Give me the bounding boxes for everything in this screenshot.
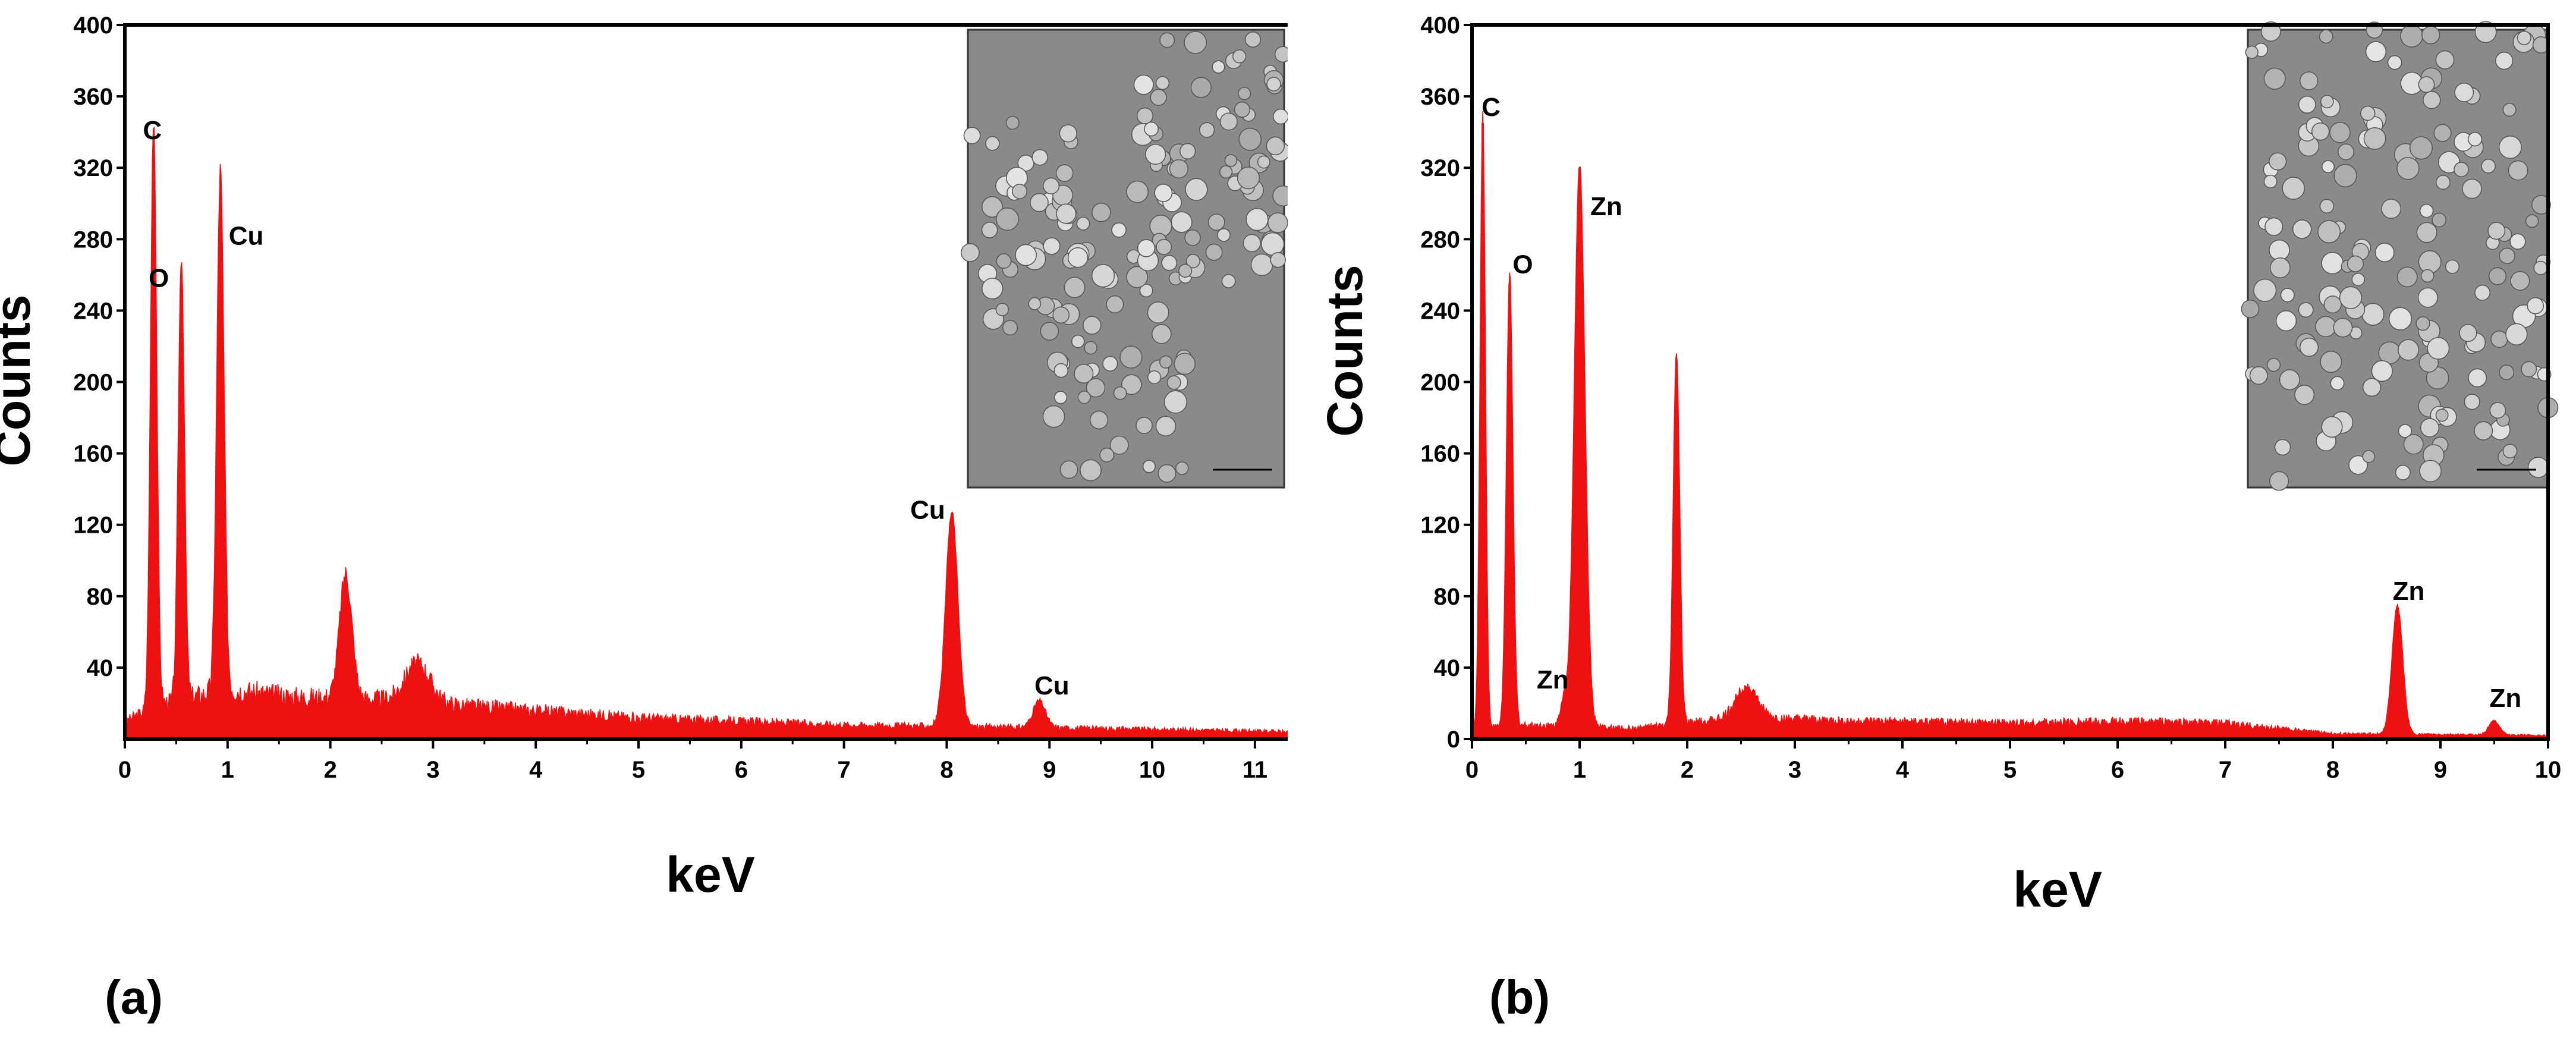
y-tick-label: 80 [1434,584,1461,610]
y-tick-label: 280 [73,227,113,253]
y-axis-title: Counts [0,294,40,466]
y-tick-label: 240 [73,298,113,324]
y-tick-label: 360 [73,84,113,110]
eds-chart-b: C O Zn Zn Zn Zn 0 40 80 120 160 200 240 280 320 360 400 0… [1317,12,2562,1024]
x-tick-label: 0 [118,757,131,783]
peak-label: Cu [229,221,264,250]
y-tick-label: 360 [1420,84,1460,110]
x-tick-label: 9 [2434,757,2447,783]
x-tick-label: 2 [1681,757,1694,783]
y-tick-label: 200 [73,370,113,396]
eds-panel-a: C O Cu Cu Cu 40 80 120 160 200 240 280 320 360 400 0 1 2 3… [0,12,1288,1024]
y-tick-label: 320 [1420,155,1460,181]
y-tick-label: 0 [1447,727,1460,753]
x-tick-label: 0 [1465,757,1479,783]
peak-label: Cu [910,496,945,525]
x-axis-title: keV [2013,861,2102,917]
panel-label: (a) [105,971,163,1024]
y-tick-label: 400 [73,12,113,39]
x-tick-label: 6 [2111,757,2124,783]
x-tick-label: 9 [1043,757,1056,783]
eds-panel-b: C O Zn Zn Zn Zn 0 40 80 120 160 200 240 280 320 360 400 0… [1288,0,2576,1044]
peak-label: C [143,116,162,145]
x-tick-label: 1 [221,757,234,783]
x-tick-label: 6 [735,757,748,783]
y-tick-label: 200 [1420,370,1460,396]
y-tick-label: 40 [1434,655,1461,681]
y-tick-label: 120 [73,512,113,539]
y-tick-label: 160 [1420,441,1460,467]
y-tick-label: 280 [1420,227,1460,253]
peak-label: O [1512,250,1533,279]
x-tick-label: 5 [632,757,645,783]
y-tick-label: 240 [1420,298,1460,324]
x-tick-label: 8 [940,757,953,783]
y-axis-title: Counts [1317,265,1373,436]
peak-label: Zn [2393,577,2425,606]
x-tick-label: 1 [1573,757,1586,783]
x-tick-label: 5 [2003,757,2017,783]
x-tick-label: 3 [1788,757,1801,783]
peak-label: Zn [1537,665,1569,694]
sem-inset-image [961,29,1288,489]
peak-label: Zn [1590,192,1622,221]
x-tick-label: 8 [2326,757,2339,783]
spectrum-area [124,126,1288,740]
panel-label: (b) [1489,971,1550,1024]
peak-label: Cu [1034,671,1070,700]
x-tick-label: 10 [2535,757,2562,783]
x-tick-label: 10 [1139,757,1166,783]
x-tick-label: 3 [426,757,439,783]
x-tick-label: 4 [1896,757,1910,783]
y-tick-label: 40 [87,655,114,681]
x-axis-title: keV [666,847,754,903]
peak-label: O [149,263,169,293]
x-tick-label: 7 [2219,757,2232,783]
eds-chart-a: C O Cu Cu Cu 40 80 120 160 200 240 280 320 360 400 0 1 2 3… [0,12,1288,1024]
x-tick-label: 4 [529,757,543,783]
x-tick-label: 7 [838,757,851,783]
y-tick-label: 120 [1420,512,1460,539]
peak-label: Zn [2490,684,2522,713]
x-tick-label: 11 [1243,757,1267,783]
y-tick-label: 80 [87,584,114,610]
x-tick-label: 2 [323,757,336,783]
peak-label: C [1482,93,1501,122]
y-tick-label: 160 [73,441,113,467]
y-tick-label: 400 [1420,12,1460,39]
sem-inset-image [2241,21,2559,491]
y-tick-label: 320 [73,155,113,181]
